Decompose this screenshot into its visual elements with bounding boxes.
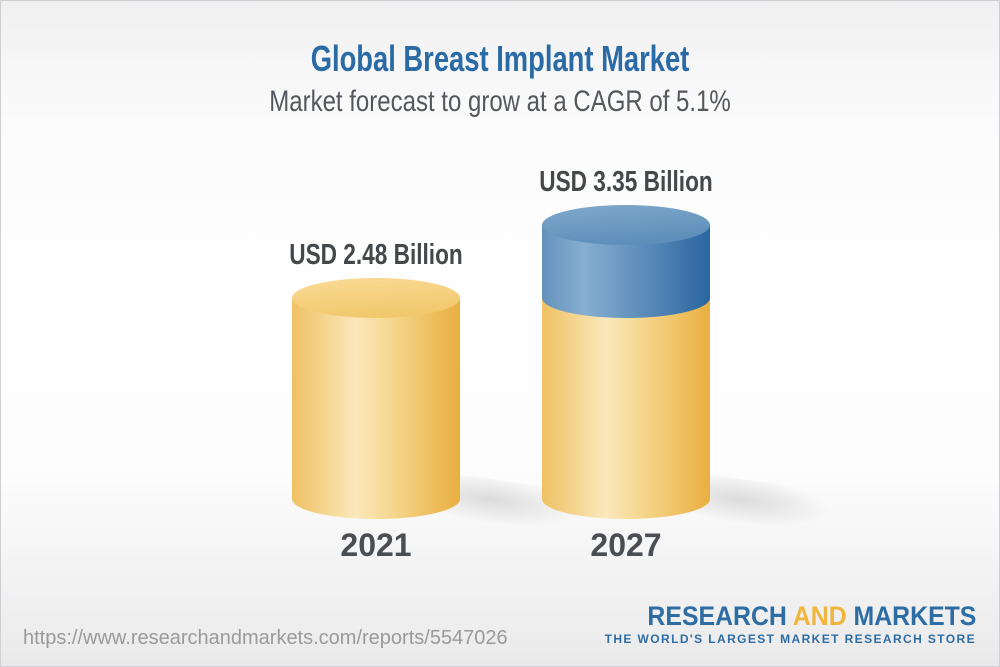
brand-tagline: THE WORLD'S LARGEST MARKET RESEARCH STOR… (604, 632, 976, 646)
logo-and: AND (792, 601, 847, 631)
logo-research: RESEARCH (647, 601, 787, 631)
cylinder-2027-yellow-segment (542, 298, 710, 499)
value-label-2021: USD 2.48 Billion (289, 239, 463, 271)
brand-logo: RESEARCH AND MARKETS THE WORLD'S LARGEST… (605, 602, 976, 646)
x-label-2027: 2027 (590, 527, 662, 563)
page-subtitle: Market forecast to grow at a CAGR of 5.1… (269, 85, 731, 118)
cylinder-bar-2021 (292, 278, 460, 519)
cylinder-bar-2027 (542, 205, 710, 519)
cylinder-2021-body (292, 298, 460, 499)
x-label-2021: 2021 (340, 527, 412, 563)
cylinder-2021-top-face (292, 278, 460, 318)
logo-markets: MARKETS (853, 601, 976, 631)
value-label-2027: USD 3.35 Billion (539, 166, 713, 198)
report-url: https://www.researchandmarkets.com/repor… (23, 627, 508, 649)
cylinder-2027-top-face (542, 205, 710, 245)
brand-wordmark: RESEARCH AND MARKETS (634, 602, 976, 630)
page-title: Global Breast Implant Market (310, 38, 690, 79)
